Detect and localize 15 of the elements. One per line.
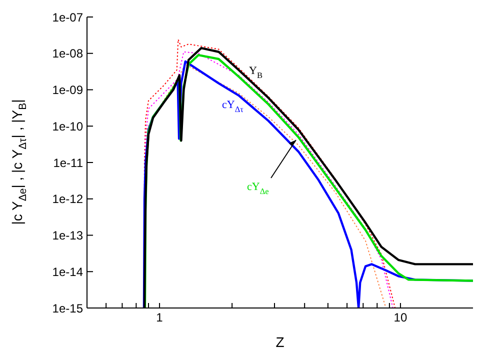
series-label: cY$_{Δτ}$	[222, 99, 244, 114]
y-tick-label: 1e-13	[52, 228, 84, 243]
y-tick-label: 1e-15	[52, 301, 84, 316]
x-tick-label: 1	[156, 310, 164, 325]
y-tick-label: 1e-14	[52, 264, 84, 279]
y-tick-label: 1e-08	[52, 46, 84, 61]
x-axis-title: Z	[276, 334, 285, 349]
x-tick-label: 10	[394, 310, 408, 325]
y-tick-label: 1e-07	[52, 10, 84, 24]
text: cY$_{Δe}$	[247, 181, 270, 196]
y-tick-label: 1e-10	[52, 119, 84, 134]
y-tick-label: 1e-09	[52, 83, 84, 98]
series-label: Y$_{B}$	[249, 65, 263, 80]
y-tick-label: 1e-11	[53, 156, 84, 170]
y-tick-label: 1e-12	[52, 192, 84, 206]
